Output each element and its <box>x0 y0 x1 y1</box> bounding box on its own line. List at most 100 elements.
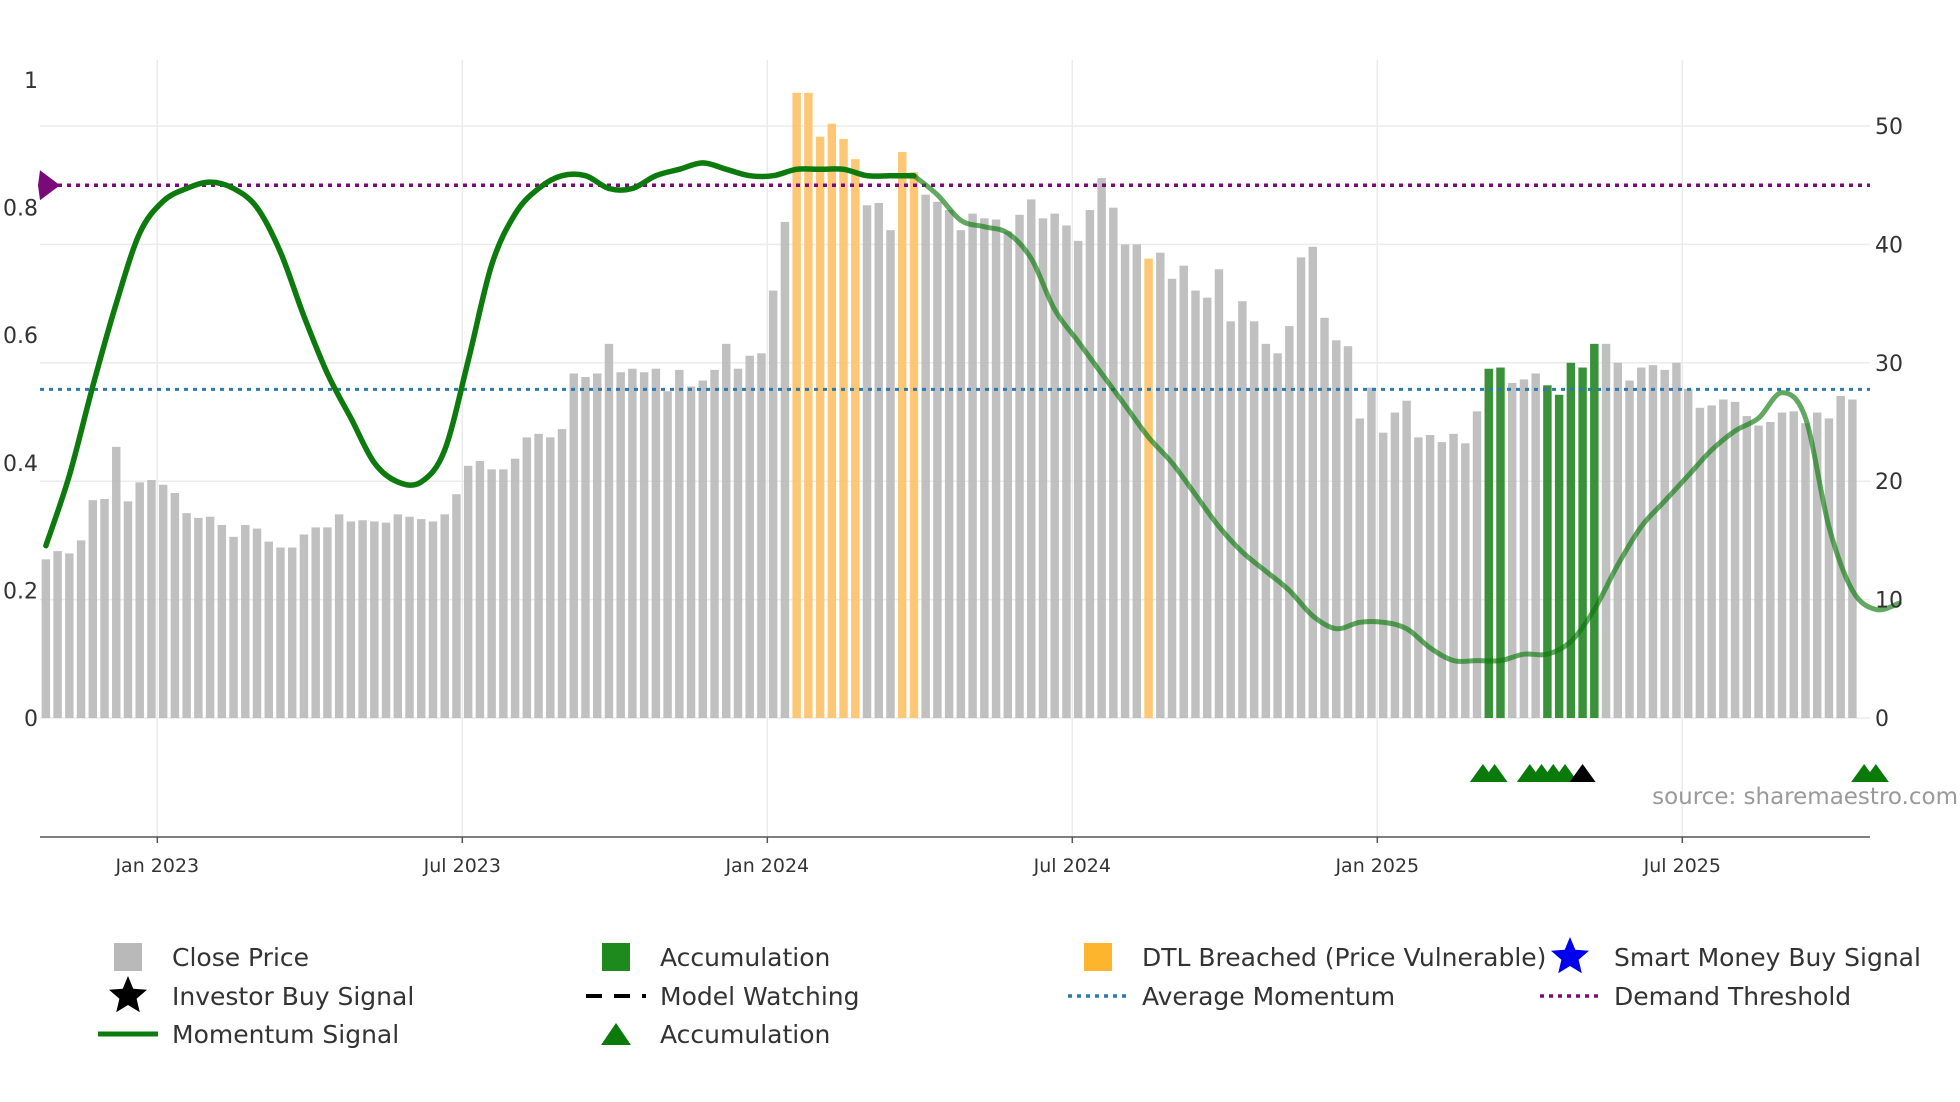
legend-label: Smart Money Buy Signal <box>1614 943 1921 972</box>
x-tick-label: Jul 2023 <box>423 855 501 877</box>
close-price-bar <box>534 433 543 718</box>
close-price-bar <box>933 201 942 718</box>
close-price-bar <box>886 230 895 718</box>
legend-item: Momentum Signal <box>98 1020 399 1049</box>
close-price-bar <box>1109 207 1118 718</box>
close-price-bar <box>698 380 708 718</box>
close-price-bar <box>1027 199 1036 718</box>
legend-label: Accumulation <box>660 1020 830 1049</box>
demand-threshold-marker <box>38 170 60 201</box>
reference-lines <box>38 170 1870 391</box>
close-price-bar <box>1062 225 1071 718</box>
momentum-signal-line <box>43 160 917 549</box>
close-price-bar <box>53 551 62 718</box>
dtl-bar <box>851 159 860 718</box>
close-price-bar <box>1003 231 1013 718</box>
close-price-bar <box>874 202 883 718</box>
close-price-bar <box>252 528 262 718</box>
accumulation-bar <box>1590 343 1599 718</box>
close-price-bar <box>628 368 637 718</box>
x-tick-label: Jan 2023 <box>114 855 199 877</box>
close-price-bar <box>1261 343 1271 718</box>
y-right-tick-label: 10 <box>1875 589 1903 614</box>
legend-item: Demand Threshold <box>1540 982 1851 1011</box>
close-price-bar <box>287 547 297 718</box>
x-tick-label: Jul 2024 <box>1033 855 1111 877</box>
close-price-bar <box>1191 290 1200 718</box>
close-price-bar <box>1132 244 1142 718</box>
close-price-bar <box>1308 246 1318 718</box>
accumulation-bar <box>1554 394 1564 718</box>
x-tick-label: Jan 2024 <box>724 855 809 877</box>
close-price-bar <box>651 368 661 718</box>
momentum-signal-series <box>43 160 1902 665</box>
close-price-bar <box>569 373 578 718</box>
close-price-bar <box>1437 442 1447 718</box>
y-left-tick-label: 0.2 <box>3 579 38 604</box>
close-price-bar <box>956 230 966 718</box>
legend-item: Smart Money Buy Signal <box>1551 937 1921 974</box>
close-price-bar <box>334 514 344 718</box>
legend-label: Average Momentum <box>1142 982 1395 1011</box>
legend-label: Demand Threshold <box>1614 982 1851 1011</box>
close-price-bar <box>1742 416 1752 718</box>
bar-series <box>41 92 1857 719</box>
close-price-bar <box>686 386 696 718</box>
close-price-bar <box>1601 343 1611 718</box>
close-price-bar <box>581 377 590 718</box>
close-price-bar <box>1507 382 1517 718</box>
close-price-bar <box>499 469 508 718</box>
y-left-tick-label: 0.8 <box>3 197 38 222</box>
close-price-bar <box>1672 362 1681 718</box>
accumulation-marker <box>1552 764 1578 782</box>
close-price-bar <box>722 343 731 718</box>
close-price-bar <box>1249 321 1259 718</box>
close-price-bar <box>475 461 485 718</box>
close-price-bar <box>417 519 426 718</box>
close-price-bar <box>968 213 977 718</box>
close-price-bar <box>1812 412 1822 718</box>
accumulation-bar <box>1566 362 1576 718</box>
close-price-bar <box>147 480 156 718</box>
legend-item: Investor Buy Signal <box>109 976 414 1013</box>
y-left-tick-label: 0.4 <box>3 452 38 477</box>
close-price-bar <box>170 493 180 718</box>
close-price-bar <box>229 536 238 718</box>
close-price-bar <box>381 522 391 718</box>
close-price-bar <box>1226 321 1235 718</box>
close-price-bar <box>487 469 496 718</box>
close-price-bar <box>1766 422 1775 718</box>
legend-triangle-icon <box>601 1023 631 1045</box>
close-price-bar <box>663 391 672 718</box>
close-price-bar <box>41 559 51 718</box>
momentum-signal-line-recent <box>911 173 1902 665</box>
close-price-bar <box>1848 399 1857 718</box>
close-price-bar <box>745 355 754 718</box>
close-price-bar <box>1449 433 1458 718</box>
close-price-bar <box>1038 218 1048 718</box>
close-price-bar <box>1367 387 1376 718</box>
close-price-bar <box>123 501 133 718</box>
close-price-bar <box>1097 178 1106 719</box>
close-price-bar <box>522 437 532 718</box>
close-price-bar <box>733 368 743 718</box>
close-price-bar <box>1085 210 1095 718</box>
accumulation-bar <box>1578 367 1587 718</box>
close-price-bar <box>1472 411 1482 718</box>
close-price-bar <box>182 513 191 718</box>
close-price-bar <box>1179 265 1188 718</box>
dtl-bar <box>827 123 837 718</box>
close-price-bar <box>757 353 766 718</box>
close-price-bar <box>1015 214 1024 719</box>
close-price-bar <box>546 437 555 718</box>
y-right-tick-label: 40 <box>1875 233 1903 258</box>
source-label: source: sharemaestro.com <box>1652 784 1958 810</box>
close-price-bar <box>452 494 461 718</box>
close-price-bar <box>463 465 473 718</box>
close-price-bar <box>1378 432 1388 718</box>
dtl-bar <box>815 136 825 718</box>
legend-label: DTL Breached (Price Vulnerable) <box>1142 943 1546 972</box>
legend-label: Model Watching <box>660 982 860 1011</box>
close-price-bar <box>1355 418 1364 718</box>
